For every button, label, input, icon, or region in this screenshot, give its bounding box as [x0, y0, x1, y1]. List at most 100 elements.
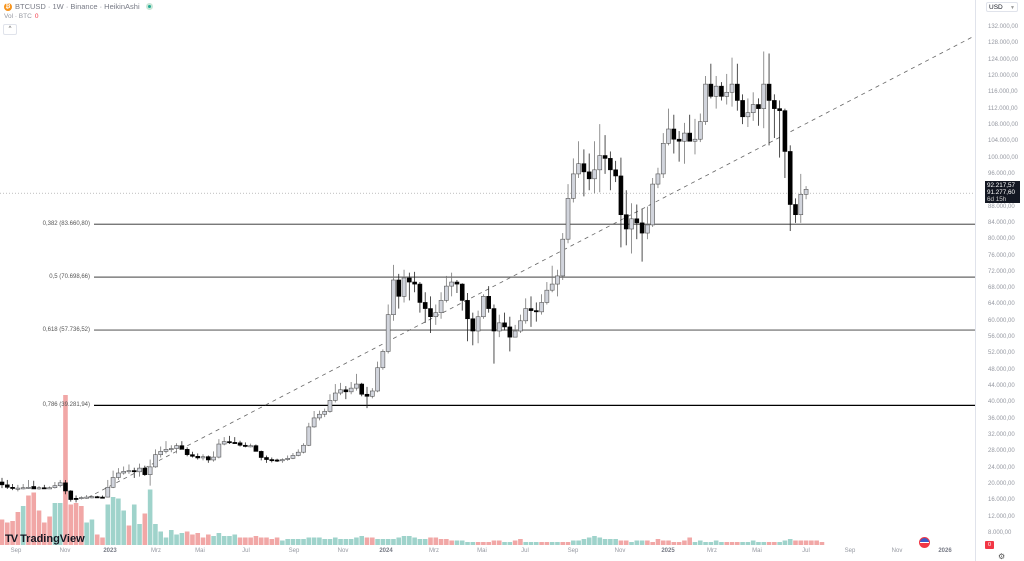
fib-level-label: 0,5 (70.698,66) [49, 274, 90, 281]
volume-bar [42, 522, 47, 545]
time-tick-label: Mai [752, 548, 762, 554]
volume-bar [131, 504, 137, 545]
price-tick-label: 68.000,00 [988, 285, 1015, 292]
price-tick-label: 100.000,00 [988, 154, 1019, 161]
volume-bar [623, 540, 629, 545]
bearish-candle [740, 100, 745, 118]
bullish-candle [629, 218, 634, 230]
collapse-legend-button[interactable]: ^ [3, 24, 17, 35]
price-tick-label: 128.000,00 [988, 40, 1019, 47]
bearish-candle [237, 442, 243, 446]
bearish-candle [407, 277, 412, 283]
bullish-candle [126, 470, 132, 473]
volume-bar [761, 542, 767, 545]
volume-bar [592, 536, 597, 545]
bearish-candle [73, 498, 79, 500]
symbol-title[interactable]: BTCUSD · 1W · Binance · HeikinAshi [15, 2, 140, 11]
bullish-candle [168, 448, 174, 451]
volume-legend-label: Vol · BTC [4, 13, 32, 20]
tradingview-logo[interactable]: TV TradingView [5, 533, 85, 545]
bullish-candle [52, 485, 58, 489]
price-tick-label: 20.000,00 [988, 481, 1015, 488]
bullish-candle [549, 283, 555, 291]
bullish-candle [496, 322, 502, 332]
volume-bar [295, 539, 301, 545]
bearish-candle [454, 281, 460, 285]
bearish-candle [274, 459, 280, 462]
price-tick-label: 8.000,00 [988, 530, 1012, 536]
volume-bar [555, 542, 560, 545]
price-axis[interactable] [975, 0, 1024, 561]
volume-bar [629, 542, 634, 545]
currency-selector[interactable]: USD ▼ [986, 2, 1018, 12]
bullish-candle [354, 383, 359, 389]
fib-level-label: 0,382 (83.660,80) [42, 221, 90, 228]
volume-legend[interactable]: Vol · BTC 0 [4, 13, 38, 20]
volume-bar [787, 539, 793, 545]
bearish-candle [396, 279, 402, 297]
time-tick-label: 2023 [103, 548, 117, 554]
bullish-candle [290, 455, 296, 459]
volume-bar [671, 542, 677, 545]
bullish-candle [571, 173, 576, 199]
volume-bar [94, 534, 100, 545]
volume-bar [703, 542, 708, 545]
volume-bar [502, 542, 507, 545]
time-tick-label: 2026 [938, 548, 952, 554]
volume-bar [63, 395, 68, 545]
symbol-legend[interactable]: ₿ BTCUSD · 1W · Binance · HeikinAshi [4, 2, 153, 11]
bullish-candle [650, 183, 655, 226]
bearish-candle [671, 128, 677, 140]
volume-bar [687, 537, 692, 545]
bullish-candle [655, 173, 661, 185]
volume-bar [216, 533, 222, 545]
price-tick-label: 120.000,00 [988, 72, 1019, 79]
bullish-candle [438, 300, 444, 313]
bearish-candle [618, 175, 624, 216]
bearish-candle [687, 132, 693, 142]
bullish-candle [444, 285, 449, 301]
bullish-candle [211, 456, 216, 461]
volume-bar [15, 512, 21, 545]
volume-bar [327, 539, 333, 545]
volume-bar [660, 540, 666, 545]
volume-bar [407, 536, 412, 545]
bearish-candle [623, 214, 629, 230]
bullish-candle [597, 155, 603, 171]
price-tick-label: 40.000,00 [988, 399, 1015, 406]
volume-bar [401, 536, 407, 545]
volume-bar [735, 542, 740, 545]
time-tick-label: Sep [288, 548, 300, 554]
price-tick-label: 28.000,00 [988, 448, 1015, 455]
fib-level-label: 0,618 (57.736,52) [42, 327, 90, 334]
volume-bar [269, 539, 275, 545]
volume-bar [317, 537, 322, 545]
volume-bar [803, 540, 809, 545]
volume-bar [549, 542, 555, 545]
bearish-candle [735, 83, 740, 101]
volume-bar [724, 542, 730, 545]
price-tick-label: 48.000,00 [988, 366, 1015, 373]
bearish-candle [772, 100, 777, 109]
price-chart-canvas[interactable] [0, 0, 975, 545]
volume-bar [0, 519, 5, 545]
axis-settings-icon[interactable]: ⚙ [998, 552, 1006, 561]
volume-bar [597, 537, 603, 545]
volume-bar [206, 534, 211, 545]
volume-bar [676, 542, 682, 545]
volume-bar [428, 537, 433, 545]
price-tick-label: 44.000,00 [988, 383, 1015, 390]
time-tick-label: Nov [337, 548, 349, 554]
bullish-candle [666, 128, 671, 144]
time-tick-label: Sep [10, 548, 22, 554]
bullish-candle [147, 466, 153, 475]
volume-bar [232, 534, 238, 545]
volume-bar [650, 542, 655, 545]
bearish-candle [428, 308, 433, 318]
volume-bar [491, 540, 497, 545]
volume-bar [459, 540, 465, 545]
volume-bar [311, 537, 317, 545]
volume-bar [454, 540, 460, 545]
bearish-candle [359, 383, 365, 395]
us-flag-icon[interactable] [919, 537, 930, 548]
